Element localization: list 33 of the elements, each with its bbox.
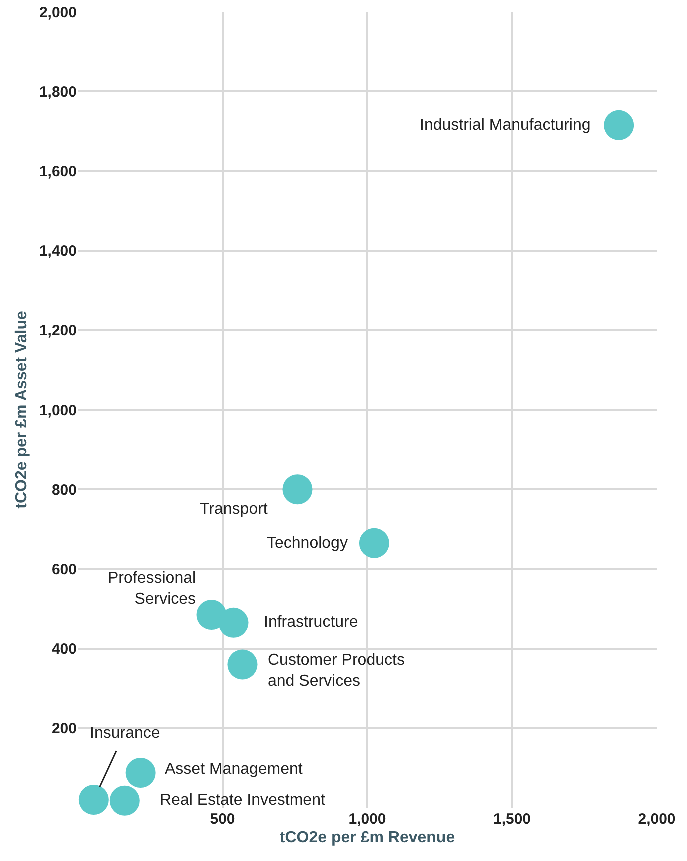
y-tick-label: 1,000 [39,402,77,420]
point [110,786,140,816]
annotation: Infrastructure [264,614,358,631]
point [126,758,156,788]
point [359,528,390,558]
y-tick-label: 1,800 [39,84,77,101]
annotation: Asset Management [165,761,304,778]
x-tick-label: 2,000 [638,811,676,828]
y-tick-label: 400 [52,641,77,658]
x-tick-label: 1,500 [493,811,532,828]
y-tick-label: 1,400 [39,243,77,260]
annotation: Customer Products and Services [268,652,405,690]
annotation: Insurance [90,725,160,742]
point [228,650,258,680]
y-axis-title: tCO2e per £m Asset Value [13,311,30,509]
x-tick-label: 500 [210,811,236,828]
y-tick-label: 1,200 [39,322,77,340]
point [218,608,249,638]
x-axis-title: tCO2e per £m Revenue [280,830,456,847]
point [78,785,109,816]
y-tick-label: 200 [52,720,77,738]
annotation: Industrial Manufacturing [420,117,591,134]
annotation: Real Estate Investment [160,792,326,809]
annotation: Transport [200,501,268,518]
annotation: Professional Services [108,570,196,608]
annotation: Technology [267,535,348,552]
point [282,474,313,505]
y-tick-label: 800 [52,482,77,499]
y-tick-label: 1,600 [39,163,77,180]
y-tick-label: 600 [52,561,77,578]
y-tick-label: 2,000 [39,4,77,22]
point [604,110,634,140]
x-tick-label: 1,000 [348,811,386,828]
